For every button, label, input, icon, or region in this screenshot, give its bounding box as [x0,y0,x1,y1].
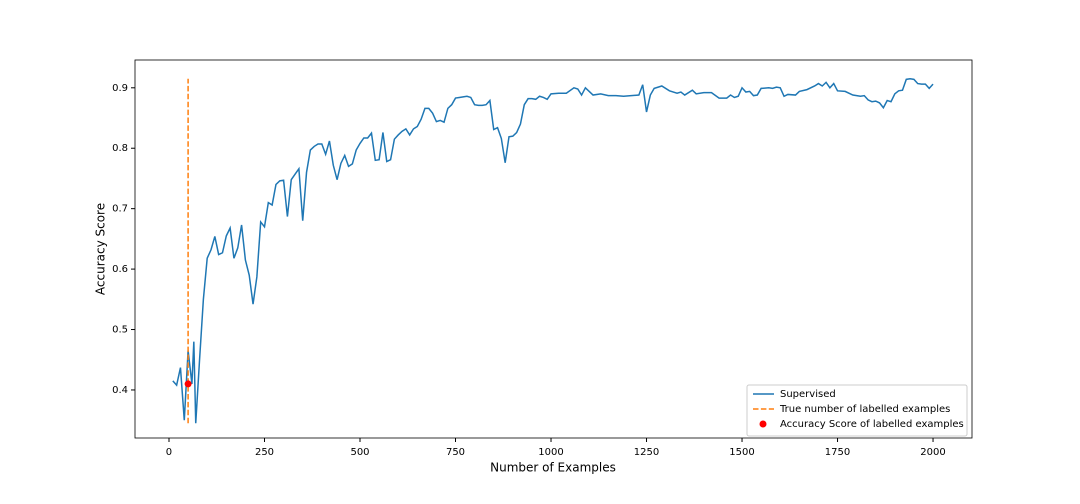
x-tick-label: 1000 [538,447,563,458]
x-tick-label: 750 [446,447,465,458]
y-tick-label: 0.7 [112,204,128,215]
y-tick-label: 0.4 [112,385,128,396]
y-tick-label: 0.8 [112,143,128,154]
axes-frame [134,59,973,439]
legend-label: Accuracy Score of labelled examples [780,419,964,430]
scatter-point [184,380,192,388]
legend-label: Supervised [780,389,836,400]
legend: Supervised True number of labelled exampl… [746,384,968,437]
x-tick-label: 1750 [825,447,850,458]
y-axis-label: Accuracy Score [94,203,108,295]
x-tick-label: 0 [166,447,172,458]
data-line [172,77,934,424]
x-tick-label: 1250 [634,447,659,458]
y-tick-label: 0.6 [112,264,128,275]
y-tick-label: 0.5 [112,325,128,336]
x-axis-label: Number of Examples [490,461,616,475]
x-tick-label: 2000 [920,447,945,458]
legend-label: True number of labelled examples [779,404,950,415]
x-tick-label: 250 [255,447,274,458]
x-tick-label: 1500 [729,447,754,458]
x-tick-label: 500 [350,447,369,458]
legend-marker [759,420,767,428]
legend-frame [746,384,968,437]
y-tick-label: 0.9 [112,83,128,94]
